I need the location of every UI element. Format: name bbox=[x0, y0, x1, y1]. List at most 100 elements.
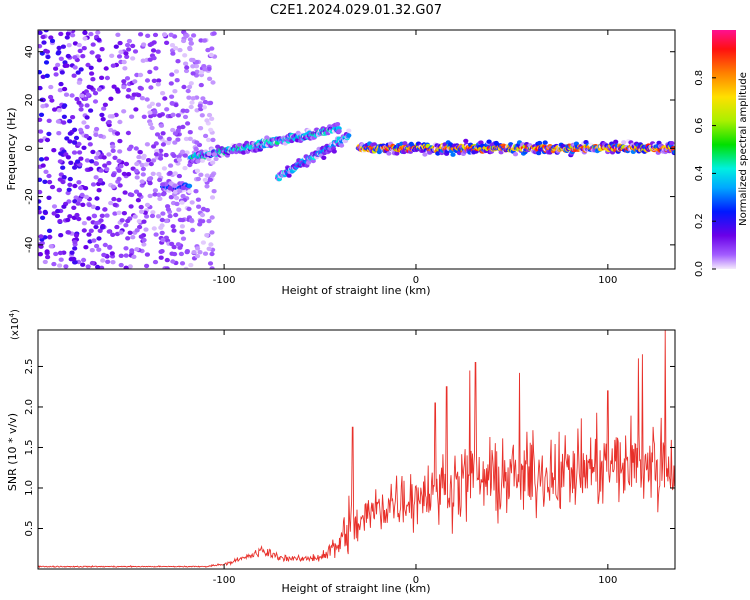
spectrogram-diffuse-noise-mark bbox=[46, 228, 53, 233]
spectrogram-diffuse-noise-mark bbox=[169, 94, 175, 99]
spectrogram-diffuse-noise-mark bbox=[172, 251, 178, 257]
spectrogram-diffuse-noise-mark bbox=[204, 173, 210, 178]
spectrogram-diffuse-noise-mark bbox=[191, 33, 197, 38]
spectrogram-diffuse-noise-mark bbox=[185, 88, 191, 94]
spectrogram-diffuse-noise-mark bbox=[55, 51, 61, 56]
spectrogram-diffuse-noise-mark bbox=[40, 104, 46, 109]
spectrogram-diffuse-noise-mark bbox=[137, 150, 143, 155]
spectrogram-diffuse-noise-mark bbox=[86, 232, 92, 237]
spectrogram-diffuse-noise-mark bbox=[109, 251, 115, 256]
spectrogram-diffuse-noise-mark bbox=[57, 177, 63, 182]
spectrogram-diffuse-noise-mark bbox=[155, 49, 161, 54]
spectrogram-diffuse-noise-mark bbox=[202, 67, 208, 72]
spectrogram-diffuse-noise-mark bbox=[200, 240, 206, 245]
spectrogram-high-amplitude-carrier-mark bbox=[450, 152, 456, 157]
spectrogram-diffuse-noise-mark bbox=[121, 79, 127, 84]
spectrogram-diffuse-noise-mark bbox=[198, 172, 204, 177]
spectrogram-y-tick-label: 20 bbox=[24, 94, 35, 107]
spectrogram-diffuse-noise-mark bbox=[51, 148, 57, 153]
spectrogram-diffuse-noise-mark bbox=[194, 69, 200, 75]
spectrogram-diffuse-noise-mark bbox=[46, 118, 52, 124]
spectrogram-diffuse-noise-mark bbox=[83, 96, 89, 102]
spectrogram-short-branch-mark bbox=[187, 189, 193, 194]
spectrogram-diffuse-noise-mark bbox=[109, 53, 115, 58]
spectrogram-diffuse-noise-mark bbox=[110, 148, 116, 153]
spectrogram-lower-branch-mark bbox=[321, 155, 327, 160]
spectrogram-diffuse-noise-mark bbox=[118, 262, 124, 268]
spectrogram-diffuse-noise-mark bbox=[110, 172, 117, 178]
spectrogram-diffuse-noise-mark bbox=[134, 175, 140, 180]
spectrogram-diffuse-noise-mark bbox=[100, 258, 106, 263]
spectrogram-diffuse-noise-mark bbox=[177, 188, 183, 194]
spectrogram-diffuse-noise-mark bbox=[198, 126, 204, 131]
spectrogram-diffuse-noise-mark bbox=[84, 124, 90, 130]
spectrogram-diffuse-noise-mark bbox=[49, 184, 56, 190]
spectrogram-diffuse-noise-mark bbox=[188, 81, 194, 86]
spectrogram-lower-branch-mark bbox=[339, 143, 345, 148]
spectrogram-diffuse-noise-mark bbox=[38, 44, 43, 49]
spectrogram-diffuse-noise-mark bbox=[38, 205, 42, 211]
spectrogram-diffuse-noise-mark bbox=[101, 155, 107, 160]
spectrogram-diffuse-noise-mark bbox=[96, 58, 102, 63]
spectrogram-high-amplitude-carrier-mark bbox=[542, 140, 548, 145]
spectrogram-diffuse-noise-mark bbox=[126, 38, 132, 44]
spectrogram-diffuse-noise-mark bbox=[117, 149, 123, 154]
spectrogram-diffuse-noise-mark bbox=[211, 189, 217, 194]
spectrogram-diffuse-noise-mark bbox=[40, 163, 46, 168]
spectrogram-diffuse-noise-mark bbox=[180, 217, 186, 223]
spectrogram-diffuse-noise-mark bbox=[106, 229, 112, 234]
spectrogram-diffuse-noise-mark bbox=[154, 132, 161, 137]
spectrogram-diffuse-noise-mark bbox=[147, 42, 153, 47]
spectrogram-diffuse-noise-mark bbox=[90, 77, 96, 82]
spectrogram-diffuse-noise-mark bbox=[149, 125, 155, 131]
spectrogram-diffuse-noise-mark bbox=[81, 145, 87, 150]
spectrogram-diffuse-noise-mark bbox=[144, 97, 150, 102]
spectrogram-diffuse-noise-mark bbox=[182, 153, 188, 158]
spectrogram-diffuse-noise-mark bbox=[164, 107, 170, 112]
spectrogram-diffuse-noise-mark bbox=[172, 171, 178, 176]
spectrogram-diffuse-noise-mark bbox=[144, 202, 151, 208]
spectrogram-diffuse-noise-mark bbox=[162, 32, 168, 37]
spectrogram-diffuse-noise-mark bbox=[139, 162, 145, 168]
spectrogram-diffuse-noise-mark bbox=[104, 75, 110, 81]
spectrogram-diffuse-noise-mark bbox=[180, 236, 187, 241]
spectrogram-x-tick-label: 0 bbox=[413, 275, 419, 286]
spectrogram-diffuse-noise-mark bbox=[104, 167, 110, 172]
spectrogram-diffuse-noise-mark bbox=[78, 185, 84, 191]
spectrogram-diffuse-noise-mark bbox=[46, 173, 52, 179]
colorbar-label: Normalized spectral amplitude bbox=[738, 72, 749, 226]
spectrogram-diffuse-noise-mark bbox=[101, 106, 107, 111]
spectrogram-diffuse-noise-mark bbox=[51, 211, 57, 216]
spectrogram-diffuse-noise-mark bbox=[149, 213, 156, 219]
spectrogram-diffuse-noise-mark bbox=[85, 62, 91, 68]
spectrogram-diffuse-noise-mark bbox=[179, 149, 186, 154]
spectrogram-diffuse-noise-mark bbox=[165, 207, 171, 212]
spectrogram-diffuse-noise-mark bbox=[123, 265, 129, 269]
spectrogram-diffuse-noise-mark bbox=[187, 162, 193, 168]
spectrogram-diffuse-noise-mark bbox=[80, 202, 86, 207]
spectrogram-diffuse-noise-mark bbox=[85, 264, 91, 269]
spectrogram-diffuse-noise-mark bbox=[160, 142, 166, 147]
snr-y-tick-label: 1.5 bbox=[24, 440, 35, 456]
spectrogram-diffuse-noise-mark bbox=[78, 67, 84, 72]
spectrogram-diffuse-noise-mark bbox=[38, 70, 42, 75]
spectrogram-high-amplitude-carrier-mark bbox=[537, 140, 543, 146]
snr-ticks: -100 0 100 0.5 1.0 1.5 2.0 2.5 bbox=[24, 330, 675, 586]
spectrogram-diffuse-noise-mark bbox=[138, 234, 144, 239]
spectrogram-diffuse-noise-mark bbox=[201, 38, 208, 43]
spectrogram-diffuse-noise-mark bbox=[43, 156, 50, 161]
spectrogram-diffuse-noise-mark bbox=[57, 219, 63, 224]
spectrogram-diffuse-noise-mark bbox=[143, 227, 149, 232]
spectrogram-diffuse-noise-mark bbox=[200, 96, 206, 101]
spectrogram-diffuse-noise-mark bbox=[99, 265, 105, 269]
spectrogram-diffuse-noise-mark bbox=[173, 46, 179, 51]
spectrogram-diffuse-noise-mark bbox=[183, 33, 189, 39]
spectrogram-diffuse-noise-mark bbox=[68, 160, 74, 165]
spectrogram-diffuse-noise-mark bbox=[41, 40, 47, 45]
spectrogram-diffuse-noise-mark bbox=[118, 230, 124, 235]
spectrogram-diffuse-noise-mark bbox=[129, 114, 135, 119]
spectrogram-diffuse-noise-mark bbox=[44, 73, 50, 79]
spectrogram-diffuse-noise-mark bbox=[177, 47, 183, 53]
spectrogram-diffuse-noise-mark bbox=[166, 136, 172, 142]
spectrogram-diffuse-noise-mark bbox=[202, 99, 208, 105]
